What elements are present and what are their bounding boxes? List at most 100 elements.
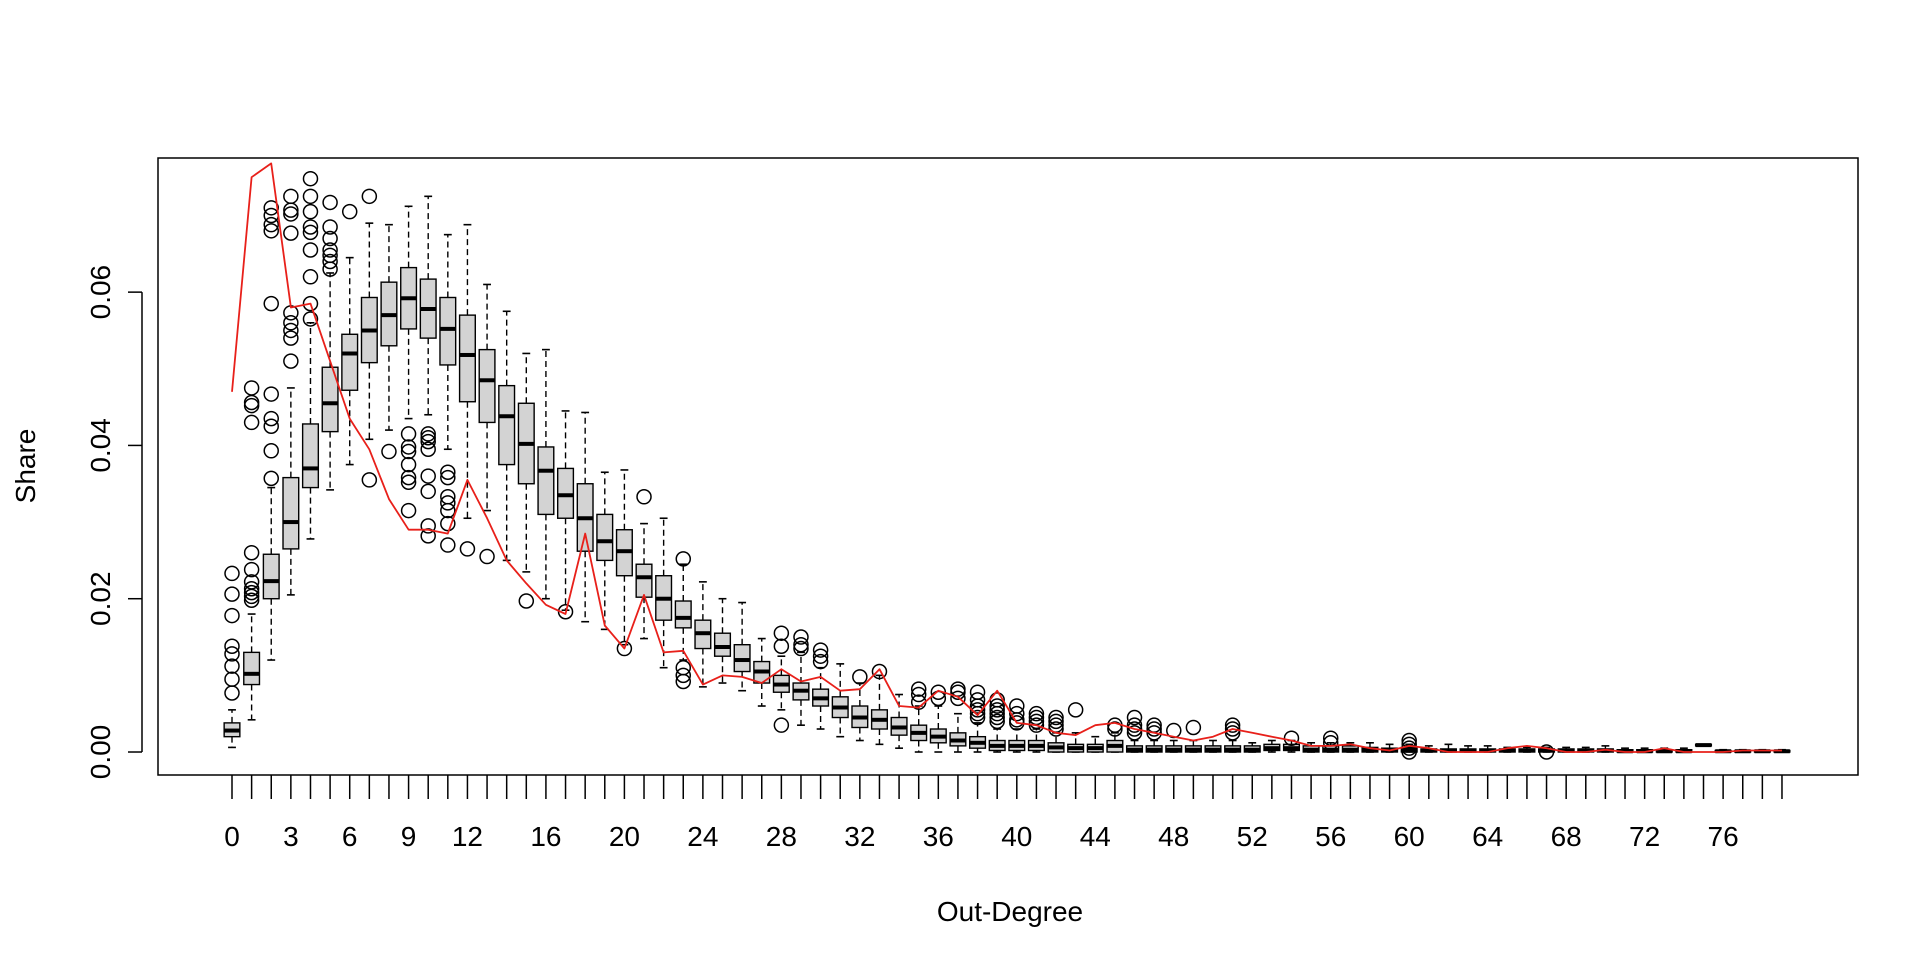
x-tick-label: 56 <box>1315 821 1346 852</box>
outlier-point <box>479 548 495 565</box>
box-18 <box>576 411 594 623</box>
box-4 <box>301 170 320 540</box>
box-iqr <box>458 314 476 403</box>
box-37 <box>949 681 967 753</box>
x-tick-label: 16 <box>530 821 561 852</box>
box-iqr <box>713 632 732 657</box>
box-iqr <box>478 348 496 424</box>
outlier-point <box>361 188 378 205</box>
outlier-point <box>1224 721 1241 737</box>
box-21 <box>635 489 653 640</box>
outlier-point <box>243 414 260 431</box>
box-51 <box>1224 717 1242 753</box>
x-tick-label: 48 <box>1158 821 1189 852</box>
outlier-point <box>773 638 790 654</box>
outlier-point <box>773 717 790 733</box>
outlier-point <box>440 502 456 519</box>
box-2 <box>262 200 280 661</box>
outlier-point <box>400 474 417 490</box>
x-tick-label: 72 <box>1629 821 1660 852</box>
outlier-point <box>302 203 319 220</box>
outlier-point <box>263 470 279 487</box>
outlier-point <box>243 544 260 561</box>
outlier-point <box>440 464 456 480</box>
box-20 <box>615 469 633 657</box>
x-tick-label: 32 <box>844 821 875 852</box>
outlier-point <box>989 713 1005 730</box>
box-40 <box>1008 698 1026 753</box>
outlier-point <box>675 673 692 690</box>
box-iqr <box>674 600 692 629</box>
box-14 <box>498 310 516 562</box>
outlier-point <box>420 433 436 450</box>
box-1 <box>243 380 261 721</box>
outlier-point <box>1126 725 1143 741</box>
plot-frame <box>157 157 1859 776</box>
outlier-point <box>224 658 240 674</box>
outlier-point <box>283 353 299 369</box>
outlier-point <box>989 698 1005 714</box>
outlier-point <box>1009 705 1025 722</box>
box-16 <box>537 348 555 600</box>
x-axis-label: Out-Degree <box>937 896 1083 927</box>
outlier-point <box>1067 702 1084 718</box>
box-34 <box>890 693 908 749</box>
outlier-point <box>400 456 417 473</box>
outlier-point <box>243 592 260 608</box>
outlier-point <box>616 640 633 657</box>
box-11 <box>439 233 457 553</box>
outlier-point <box>1126 721 1143 737</box>
outlier-point <box>302 269 319 285</box>
outlier-point <box>263 418 279 435</box>
outlier-point <box>812 653 829 670</box>
y-tick-label: 0.06 <box>85 265 116 320</box>
outlier-point <box>420 441 436 458</box>
box-49 <box>1184 719 1202 753</box>
box-22 <box>655 517 673 669</box>
outlier-point <box>224 646 240 662</box>
outlier-point <box>773 625 790 641</box>
outlier-point <box>283 225 299 241</box>
x-tick-label: 3 <box>283 821 299 852</box>
box-7 <box>360 188 378 488</box>
box-5 <box>321 194 339 491</box>
outlier-point <box>1401 732 1417 749</box>
line-group <box>231 162 1782 753</box>
box-13 <box>478 283 496 565</box>
outlier-point <box>322 242 338 258</box>
outlier-point <box>1538 744 1555 760</box>
outlier-point <box>263 216 279 233</box>
box-iqr <box>498 384 516 466</box>
box-53 <box>1263 739 1281 753</box>
box-24 <box>694 581 712 688</box>
outlier-point <box>1048 713 1064 730</box>
outlier-point <box>950 684 966 700</box>
outlier-point <box>930 690 947 707</box>
outlier-point <box>283 330 299 346</box>
outlier-point <box>989 702 1005 718</box>
box-35 <box>910 681 928 753</box>
box-iqr <box>596 513 614 562</box>
outlier-point <box>440 469 456 486</box>
outlier-point <box>283 315 299 331</box>
outlier-point <box>243 561 260 578</box>
outlier-point <box>420 468 436 484</box>
outlier-point <box>440 489 456 505</box>
x-tick-label: 9 <box>401 821 417 852</box>
outlier-point <box>224 638 240 654</box>
outlier-point <box>793 640 809 657</box>
outlier-point <box>283 202 299 218</box>
outlier-point <box>263 410 279 427</box>
red-series-line <box>231 162 1782 753</box>
x-tick-label: 0 <box>224 821 240 852</box>
box-iqr <box>262 553 280 600</box>
outlier-point <box>1322 735 1339 751</box>
y-axis: 0.00 0.02 0.04 0.06 <box>85 265 143 779</box>
x-tick-label: 28 <box>766 821 797 852</box>
outlier-point <box>420 430 436 446</box>
x-tick-label: 36 <box>923 821 954 852</box>
box-29 <box>792 629 810 726</box>
box-39 <box>988 692 1006 753</box>
outlier-point <box>263 223 279 239</box>
